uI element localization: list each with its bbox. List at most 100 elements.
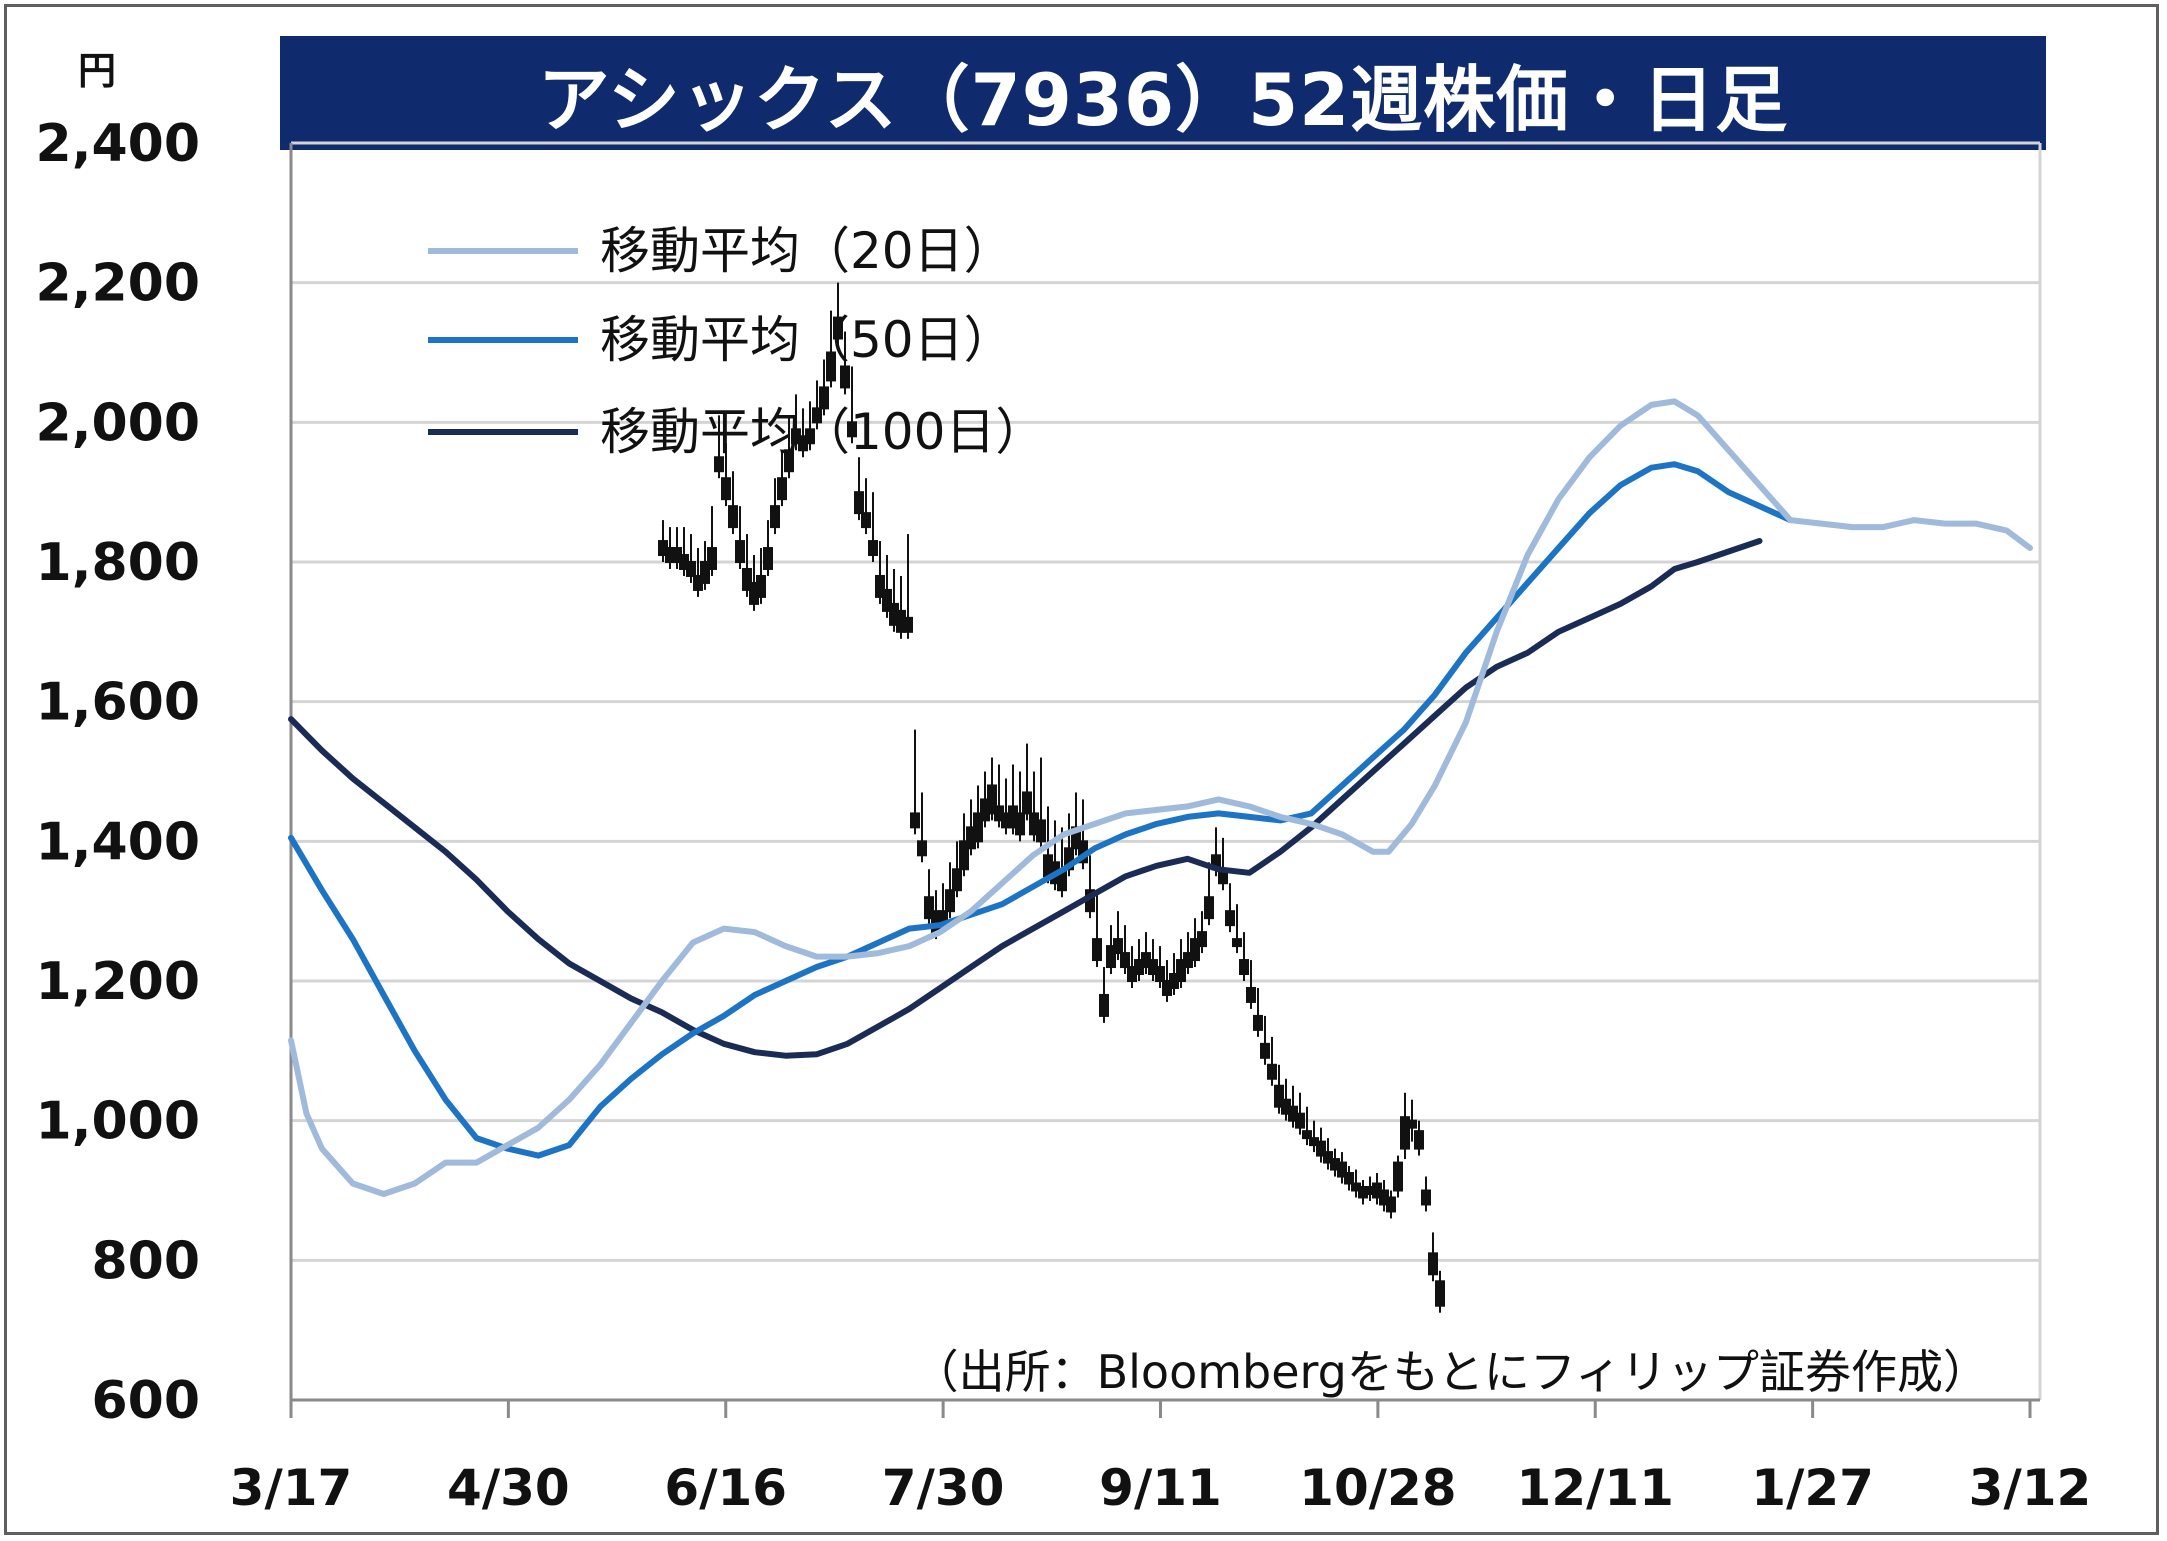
- candle-body: [1330, 1158, 1340, 1171]
- chart-title: アシックス（7936）52週株価・日足: [280, 36, 2046, 150]
- candle-body: [1435, 1280, 1445, 1307]
- candle-body: [980, 798, 990, 822]
- y-tick-label: 1,000: [36, 1092, 200, 1152]
- candle-body: [1120, 952, 1130, 969]
- candle-body: [1393, 1161, 1403, 1192]
- candle-body: [700, 561, 710, 584]
- candle-body: [1204, 896, 1214, 920]
- x-tick-label: 10/28: [1299, 1459, 1456, 1517]
- candle-body: [868, 540, 878, 557]
- candle-body: [847, 421, 857, 438]
- candle-body: [875, 574, 885, 598]
- candle-body: [749, 581, 759, 605]
- x-tick-label: 3/12: [1969, 1459, 2092, 1517]
- y-tick-label: 1,200: [36, 952, 200, 1012]
- candle-body: [763, 547, 773, 570]
- candle-body: [819, 386, 829, 410]
- candle-body: [1239, 959, 1249, 976]
- candle-body: [1344, 1172, 1354, 1185]
- x-tick-label: 9/11: [1099, 1459, 1222, 1517]
- candle-body: [882, 588, 892, 612]
- candle-body: [1428, 1252, 1438, 1276]
- candle-body: [714, 456, 724, 473]
- x-tick-label: 7/30: [882, 1459, 1005, 1517]
- candle-body: [742, 567, 752, 591]
- candle-body: [791, 428, 801, 445]
- candle-body: [945, 889, 955, 913]
- candle-body: [735, 540, 745, 563]
- candle-body: [1260, 1042, 1270, 1059]
- y-tick-label: 2,400: [36, 114, 200, 174]
- ma-20d-line: [288, 398, 2033, 1197]
- y-tick-label: 2,000: [36, 393, 200, 453]
- candle-body: [770, 505, 780, 529]
- x-tick-label: 3/17: [230, 1459, 353, 1517]
- candle-body: [1414, 1130, 1424, 1150]
- candle-body: [693, 574, 703, 591]
- candle-body: [1351, 1182, 1361, 1192]
- candle-body: [1309, 1137, 1319, 1147]
- candle-body: [1267, 1063, 1277, 1080]
- x-tick-label: 12/11: [1517, 1459, 1674, 1517]
- candle-body: [889, 602, 899, 626]
- candle-body: [910, 812, 920, 829]
- candlesticks: [658, 282, 1445, 1313]
- y-axis-unit: 円: [78, 49, 116, 93]
- candle-body: [1358, 1186, 1368, 1199]
- candle-body: [1043, 854, 1053, 878]
- candle-body: [1232, 938, 1242, 948]
- legend-label-20d: 移動平均（20日）: [600, 222, 1014, 280]
- candle-body: [784, 449, 794, 473]
- candle-body: [917, 840, 927, 857]
- x-tick-label: 6/16: [664, 1459, 787, 1517]
- y-tick-label: 1,400: [36, 812, 200, 872]
- candle-body: [1421, 1189, 1431, 1206]
- candle-body: [1022, 791, 1032, 815]
- legend-label-100d: 移動平均（100日）: [600, 403, 1045, 461]
- moving-average-lines: [288, 398, 2033, 1197]
- ma-100d-line: [288, 538, 1763, 1059]
- candle-body: [826, 351, 836, 382]
- candle-body: [840, 365, 850, 389]
- x-tick-label: 4/30: [447, 1459, 570, 1517]
- candle-body: [728, 505, 738, 529]
- chart-title-text: アシックス（7936）52週株価・日足: [537, 57, 1789, 142]
- candle-body: [924, 896, 934, 920]
- legend-label-50d: 移動平均（50日）: [600, 311, 1014, 369]
- x-tick-labels: 3/17 4/30 6/16 7/30 9/11 10/28 12/11 1/27 3/12: [230, 1459, 2092, 1517]
- candle-body: [854, 491, 864, 515]
- candle-body: [952, 868, 962, 892]
- y-tick-label: 1,600: [36, 673, 200, 733]
- ma-50d-line: [288, 461, 1794, 1159]
- candle-body: [707, 547, 717, 570]
- candle-body: [1302, 1130, 1312, 1140]
- legend: 移動平均（20日） 移動平均（50日） 移動平均（100日）: [428, 222, 1045, 461]
- candle-body: [1400, 1116, 1410, 1150]
- chart-frame: [4, 4, 2159, 1535]
- candle-body: [833, 316, 843, 340]
- candle-body: [777, 477, 787, 501]
- candle-body: [1316, 1140, 1326, 1157]
- candle-body: [1323, 1151, 1333, 1164]
- x-tick-label: 1/27: [1751, 1459, 1874, 1517]
- candle-body: [1225, 910, 1235, 927]
- candle-body: [721, 477, 731, 501]
- axes: [289, 143, 2042, 1418]
- candle-body: [1106, 945, 1116, 969]
- y-tick-labels: 600 800 1,000 1,200 1,400 1,600 1,800 2,000 2,20…: [36, 114, 200, 1431]
- candle-body: [812, 407, 822, 424]
- source-note: （出所：Bloombergをもとにフィリップ証券作成）: [913, 1345, 1989, 1399]
- candle-body: [1253, 1014, 1263, 1031]
- candle-body: [1190, 938, 1200, 962]
- candle-body: [1246, 986, 1256, 1003]
- candle-body: [966, 826, 976, 850]
- candle-body: [861, 512, 871, 529]
- candle-body: [1127, 966, 1137, 982]
- y-tick-label: 1,800: [36, 533, 200, 593]
- candle-body: [1092, 938, 1102, 962]
- candle-body: [1162, 980, 1172, 996]
- grid-lines: [291, 141, 2040, 1262]
- y-tick-label: 2,200: [36, 254, 200, 314]
- candle-body: [1274, 1084, 1284, 1108]
